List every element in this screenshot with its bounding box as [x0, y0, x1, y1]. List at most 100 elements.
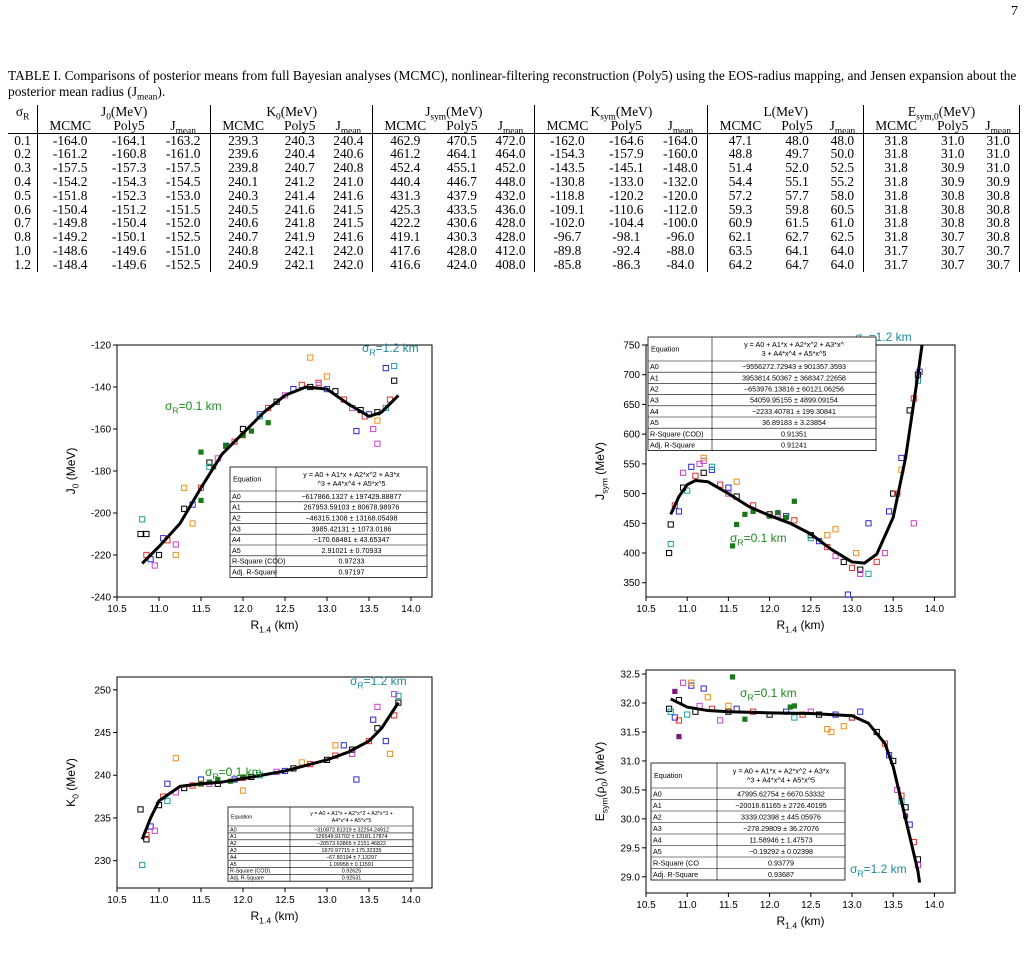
fit-param-name: R-Square (COD): [230, 869, 270, 875]
header-part: J: [667, 117, 673, 133]
data-point: [679, 469, 687, 476]
subcolumn-header: Poly5: [928, 117, 978, 134]
table-cell: -164.0: [52, 132, 88, 148]
y-tick-label: 450: [623, 519, 640, 530]
table-cell: -132.0: [653, 175, 709, 189]
table-cell: 437.9: [446, 187, 477, 203]
table-cell: 470.5: [446, 132, 477, 148]
data-point: [890, 490, 897, 497]
data-point: [172, 541, 179, 548]
fit-param-name: Adj. R-Square: [650, 441, 695, 450]
x-tick-label: 11.0: [678, 604, 697, 615]
table-cell: 239.6: [228, 146, 259, 162]
table-cell: 239.3: [228, 132, 259, 148]
fit-table-label: Equation: [651, 345, 679, 354]
table-cell: -151.8: [52, 187, 88, 203]
table-cell: 448.0: [486, 175, 536, 189]
subcolumn-header: Jmean: [156, 118, 212, 137]
fit-param-value: 54059.95155 ± 4899.09154: [750, 396, 838, 405]
y-tick-label: 250: [94, 685, 111, 696]
data-point: [298, 759, 305, 766]
annotation: σR=0.1 km: [740, 686, 797, 703]
plot-frame: [116, 676, 433, 889]
data-point: [824, 532, 831, 539]
data-point: [143, 530, 150, 538]
fit-param-name: A4: [232, 535, 241, 544]
y-axis-label: Esym(ρ0) (MeV): [593, 742, 610, 821]
annotation-part: σ: [350, 674, 358, 688]
table-row: 0.5 -151.8 -152.3 -153.0 240.3 241.4 241.6 431.…: [8, 187, 1021, 203]
data-point: [676, 734, 682, 740]
subcolumn-header: Poly5: [599, 117, 654, 134]
table-cell: 60.9: [728, 215, 753, 231]
table-cell: -153.0: [156, 188, 212, 203]
fit-param-value: 3339.02398 ± 445.05976: [741, 812, 821, 821]
annotation-part: σ: [730, 531, 738, 545]
y-tick-label: 400: [623, 549, 640, 560]
table-cell: -160.8: [111, 146, 147, 162]
subcolumn-header: Jmean: [977, 118, 1021, 136]
table-cell: 1.0: [8, 244, 39, 258]
table-row: 0.7 -149.8 -150.4 -152.0 240.6 241.8 241.5 422.…: [8, 215, 1021, 231]
y-axis-label-part: 0: [600, 782, 610, 787]
y-tick-label: -200: [91, 509, 111, 520]
fit-param-name: A1: [653, 801, 662, 810]
subcolumn-header: Jmean: [486, 118, 536, 136]
data-point: [172, 755, 179, 762]
table-cell: 241.5: [324, 202, 374, 217]
table-cell: -154.3: [550, 146, 585, 162]
table-cell: -88.0: [653, 244, 709, 258]
table-cell: 0.4: [8, 175, 39, 189]
fit-param-name: A0: [230, 827, 237, 833]
fit-equation: y = A0 + A1*x + A2*x^2 + A3*x: [303, 470, 400, 479]
data-point: [865, 520, 872, 527]
table-cell: -148.4: [52, 256, 88, 272]
table-cell: 57.2: [728, 187, 753, 203]
table-cell: 31.7: [884, 256, 908, 272]
table-cell: 64.7: [785, 256, 809, 272]
header-part: Poly5: [610, 117, 642, 133]
header-part: Poly5: [937, 117, 969, 133]
header-part: K: [590, 104, 601, 119]
subcolumn-header: Poly5: [275, 118, 325, 134]
header-part: mean: [175, 126, 196, 137]
data-point: [873, 558, 880, 566]
table-row: 1.0 -148.6 -149.6 -151.0 240.8 242.1 242.0 417.…: [8, 242, 1021, 258]
table-cell: -92.4: [612, 242, 641, 258]
annotation-part: =1.2 km: [364, 674, 407, 688]
table-cell: 31.0: [977, 133, 1021, 148]
subcolumn-header: Jmean: [324, 118, 374, 136]
subcolumn-header: Jmean: [653, 117, 709, 136]
fit-param-value: −2233.40781 ± 199.30841: [752, 407, 836, 416]
header-row: σR J0(MeV) K0(MeV) Jsym(MeV) Ksym(MeV) L(MeV)…: [8, 104, 1020, 134]
table-cell: 61.0: [821, 216, 865, 231]
data-point: [223, 443, 229, 449]
table-caption: TABLE I. Comparisons of posterior means …: [8, 68, 1020, 102]
data-point: [198, 449, 204, 455]
table-cell: 240.4: [284, 146, 315, 162]
x-tick-label: 12.5: [275, 604, 295, 615]
data-point: [787, 704, 793, 710]
x-axis-label-part: 1.4: [259, 916, 271, 926]
table-cell: -120.2: [609, 187, 644, 203]
data-point: [391, 377, 398, 384]
table-cell: 31.8: [884, 160, 908, 176]
table-cell: 0.8: [8, 230, 39, 244]
table-cell: 51.4: [728, 160, 753, 176]
table-cell: 240.3: [228, 187, 259, 203]
data-point: [374, 440, 381, 447]
table-cell: 50.0: [821, 147, 865, 162]
table-cell: 30.8: [941, 215, 965, 231]
table-cell: 49.7: [785, 146, 809, 162]
subheader-row: MCMC Poly5 Jmean MCMC Poly5 Jmean MCMC Poly5 Jme…: [8, 117, 1021, 137]
annotation-part: =1.2 km: [864, 862, 907, 876]
table-cell: -152.5: [156, 230, 212, 244]
fit-table-label: Equation: [231, 814, 252, 820]
chart: 10.5 11.0 11.5 12.0 12.5 13.0 13.5 14.0 -240 -220…: [64, 341, 433, 635]
data-point: [791, 703, 797, 709]
table-cell: 0.2: [8, 147, 39, 162]
fit-table-frame: [227, 806, 414, 882]
y-tick-label: 235: [94, 813, 111, 824]
fit-param-name: Adj. R-Square: [653, 870, 698, 879]
data-point: [832, 526, 839, 533]
